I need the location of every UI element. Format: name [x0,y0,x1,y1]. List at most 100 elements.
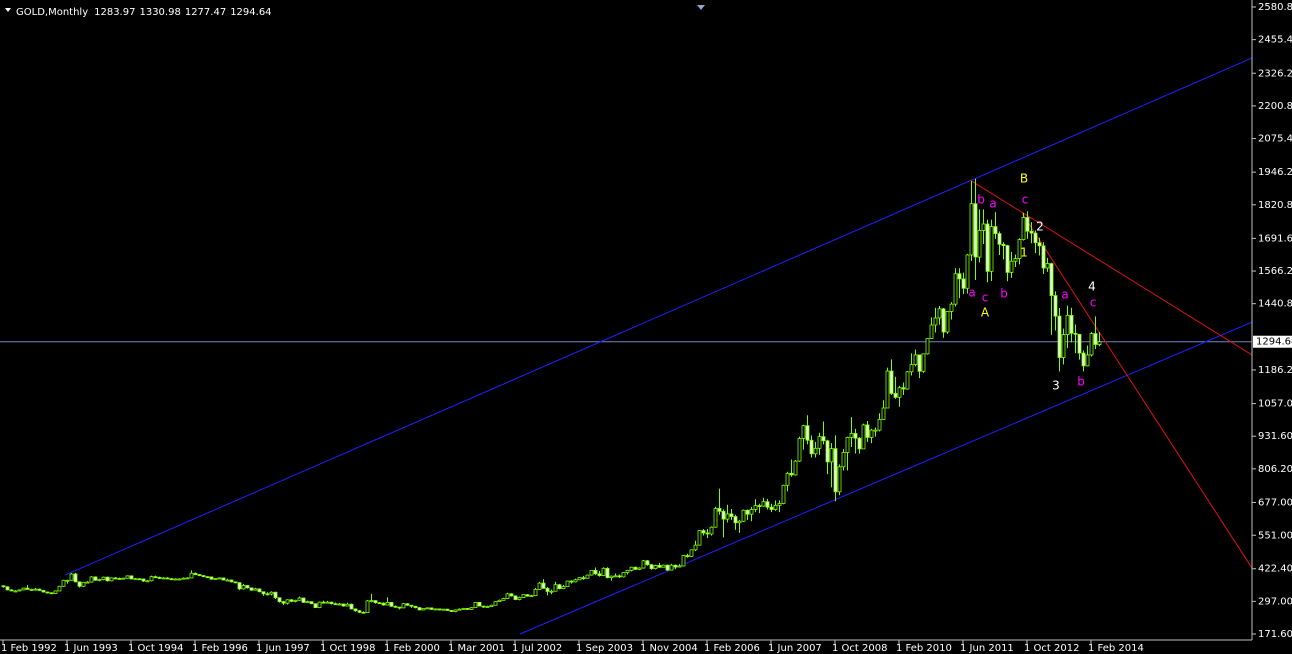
candle-body [125,575,130,579]
candle-body [989,226,994,272]
x-tick-label: 1 Jun 1993 [64,643,118,654]
wave-label: 2 [1036,220,1044,234]
x-tick-label: 1 Mar 2001 [448,643,505,654]
candle-body [121,577,126,580]
candle-body [645,560,650,566]
candle-body [845,437,850,453]
candle-body [353,608,358,612]
trendline [969,179,1252,356]
candle-body [237,582,242,590]
x-tick-label: 1 Jul 2002 [512,643,562,654]
candle-body [57,585,62,592]
candle-body [41,590,46,593]
candle-body [653,565,658,569]
candle-body [677,565,682,568]
candle-body [981,223,986,231]
candle-body [713,508,718,528]
candle-body [1017,239,1022,260]
candle-body [273,591,278,599]
header-high: 1330.98 [139,7,180,18]
candle-body [909,364,914,373]
candle-body [657,565,662,568]
candle-body [145,580,150,583]
candle-body [669,564,674,571]
shift-marker[interactable] [697,5,705,10]
candle-body [77,581,82,587]
candle-body [993,226,998,235]
candle-body [381,602,386,606]
candle-body [525,594,530,597]
x-tick-label: 1 Jun 1997 [256,643,310,654]
candle-body [421,607,426,611]
x-tick-label: 1 Oct 1994 [128,643,183,654]
candle-body [405,603,410,606]
candle-body [945,311,950,333]
candle-body [113,577,118,580]
candle-body [661,564,666,568]
candle-body [793,460,798,476]
candle-body [641,560,646,569]
candle-body [217,577,222,580]
candle-body [437,608,442,611]
candle-body [785,472,790,486]
candle-body [597,573,602,576]
menu-arrow[interactable] [5,8,11,12]
candle-body [97,579,102,581]
candle-body [853,433,858,439]
candle-body [769,506,774,510]
price-tag [1253,335,1292,348]
candle-body [297,597,302,601]
wave-label: b [1077,374,1085,388]
wave-label: a [989,196,996,210]
candle-body [565,580,570,587]
candle-body [837,466,842,493]
candle-body [109,577,114,582]
candle-body [417,607,422,611]
wave-label: a [1061,288,1068,302]
candle-body [493,601,498,606]
candle-body [189,572,194,579]
candle-body [201,575,206,578]
candle-body [157,577,162,579]
candle-body [5,586,10,591]
candle-body [477,602,482,607]
candle-body [929,324,934,339]
candle-body [313,603,318,609]
x-tick-label: 1 Oct 2008 [832,643,887,654]
candle-body [501,598,506,601]
candle-body [553,584,558,592]
candle-body [245,585,250,589]
candle-body [373,600,378,604]
candle-body [733,516,738,524]
candle-body [9,589,14,592]
candle-body [573,579,578,583]
candle-body [341,603,346,607]
candle-body [213,578,218,580]
y-tick-label: 2075.40 [1258,134,1292,145]
candle-body [253,588,258,591]
candle-body [897,387,902,398]
candle-body [389,602,394,607]
candle-body [305,601,310,604]
y-tick-label: 806.20 [1258,464,1292,475]
candle-body [777,503,782,506]
candle-body [205,576,210,579]
candle-body [453,609,458,612]
candle-body [393,605,398,608]
candle-body [617,575,622,578]
y-tick-label: 2455.40 [1258,35,1292,46]
candle-body [781,484,786,504]
candle-body [169,578,174,581]
candle-body [117,578,122,580]
candle-body [1093,333,1098,345]
candle-body [577,577,582,581]
candle-body [209,576,214,580]
candle-body [765,501,770,508]
candle-body [409,604,414,607]
candle-body [181,577,186,580]
candle-body [309,601,314,605]
y-tick-label: 171.60 [1258,629,1292,640]
candle-body [881,407,886,420]
candle-body [649,564,654,569]
